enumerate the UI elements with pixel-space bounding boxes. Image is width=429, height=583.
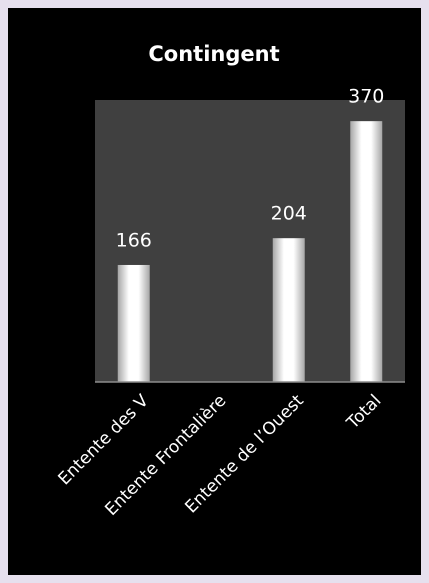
data-label: 370 (348, 86, 384, 108)
bar (350, 121, 383, 383)
bar (272, 238, 305, 382)
data-label: 166 (116, 229, 152, 251)
data-label: 204 (271, 203, 307, 225)
bar (117, 264, 150, 382)
chart-title: Contingent (148, 42, 279, 66)
